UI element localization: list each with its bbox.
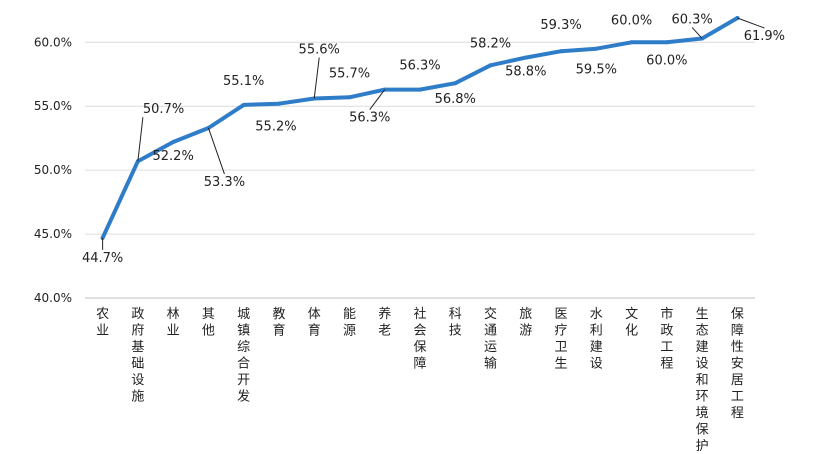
data-label: 59.3% (540, 18, 581, 33)
x-tick-label: 保障性安居工程 (731, 307, 744, 421)
leader-line (207, 127, 225, 175)
x-tick-label: 林业 (167, 307, 180, 339)
data-label: 44.7% (82, 251, 123, 266)
x-tick-label: 其他 (202, 307, 215, 339)
x-tick-label: 生态建设和环境保护 (696, 307, 709, 454)
x-tick-label: 社会保障 (413, 306, 426, 372)
x-tick-label: 水利建设 (590, 307, 603, 372)
data-point (347, 95, 352, 100)
x-tick-label: 城镇综合开发 (237, 307, 250, 405)
data-label: 58.2% (470, 36, 511, 51)
y-tick-label: 60.0% (34, 35, 72, 49)
data-label: 53.3% (204, 175, 245, 190)
y-tick-label: 45.0% (34, 227, 72, 241)
data-label: 59.5% (576, 63, 617, 78)
leader-line (691, 27, 703, 39)
data-point (171, 140, 176, 145)
data-point (559, 49, 564, 54)
y-tick-label: 55.0% (34, 99, 72, 113)
data-label: 58.8% (505, 65, 546, 80)
data-label: 56.8% (435, 92, 476, 107)
x-tick-label: 市政工程 (660, 306, 673, 372)
data-point (276, 101, 281, 106)
x-tick-label: 能源 (343, 307, 356, 339)
data-label: 50.7% (143, 102, 184, 117)
x-tick-label: 政府基础设施 (131, 307, 144, 405)
series-line (100, 16, 740, 240)
x-tick-label: 养老 (378, 306, 391, 339)
data-label: 56.3% (399, 59, 440, 74)
data-point (594, 46, 599, 51)
data-label: 56.3% (349, 111, 390, 126)
data-label: 55.2% (255, 120, 296, 135)
leader-line (369, 89, 386, 110)
data-label: 60.3% (671, 12, 712, 27)
data-point (523, 55, 528, 60)
data-label: 55.6% (299, 43, 340, 58)
y-axis-tick-labels: 40.0% 45.0% 50.0% 55.0% 60.0% (34, 35, 72, 305)
data-point (418, 87, 422, 92)
x-tick-label: 体育 (308, 307, 321, 339)
data-point (241, 102, 246, 107)
data-label: 55.7% (329, 66, 370, 81)
data-label: 52.2% (153, 149, 194, 164)
leader-line (313, 57, 320, 99)
data-label: 60.0% (611, 13, 652, 28)
x-tick-label: 农业 (96, 307, 109, 339)
data-point (453, 81, 458, 86)
data-point (664, 40, 669, 45)
leader-line (137, 117, 144, 162)
x-tick-label: 交通运输 (484, 306, 497, 372)
x-tick-label: 文化 (625, 307, 638, 339)
data-labels: 44.7% 50.7% 52.2% 53.3% 55.1% 55.2% 55.6% 55.7%… (82, 12, 785, 265)
data-label: 61.9% (744, 29, 785, 44)
data-label: 55.1% (223, 74, 264, 89)
data-label: 60.0% (646, 53, 687, 68)
x-tick-label: 旅游 (519, 307, 532, 339)
data-point (629, 40, 634, 45)
y-tick-label: 40.0% (34, 291, 72, 305)
series (100, 16, 740, 240)
x-tick-label: 科技 (449, 307, 462, 339)
x-tick-label: 医疗卫生 (555, 307, 568, 372)
y-tick-label: 50.0% (34, 163, 72, 177)
data-point (488, 63, 493, 68)
leader-line (737, 17, 765, 29)
gridlines (85, 41, 755, 299)
x-tick-label: 教育 (272, 306, 285, 339)
